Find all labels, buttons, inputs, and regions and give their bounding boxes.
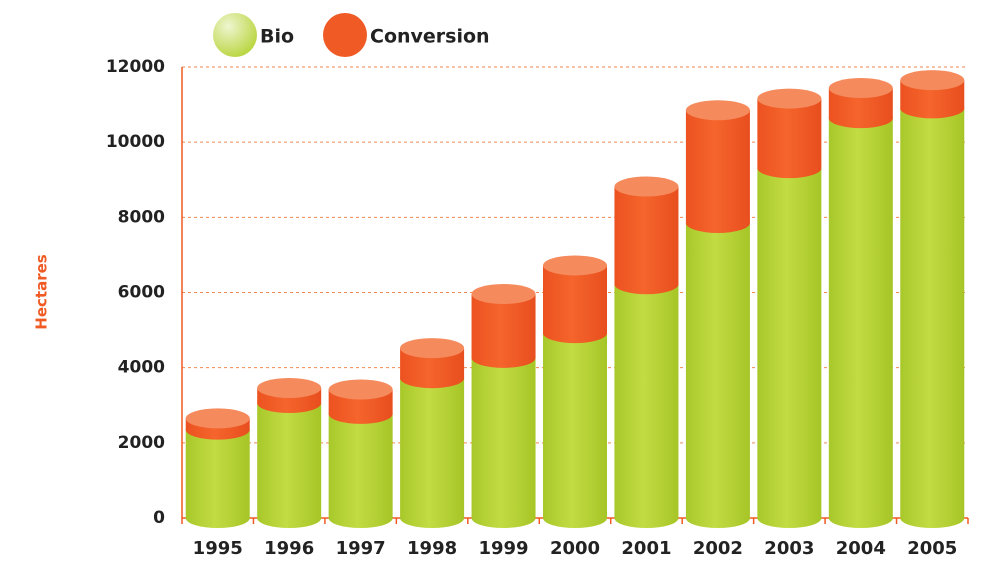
bar-segment bbox=[757, 168, 822, 528]
x-tick-label: 2003 bbox=[764, 538, 814, 559]
segment-body bbox=[685, 222, 750, 519]
bar-segment bbox=[614, 284, 679, 528]
bar-segment bbox=[828, 118, 893, 528]
segment-bottom bbox=[257, 392, 322, 413]
bar-segment bbox=[614, 186, 679, 295]
bar-segment bbox=[471, 357, 536, 528]
bar-segment bbox=[685, 110, 750, 233]
segment-bottom bbox=[400, 508, 465, 528]
segment-bottom bbox=[828, 108, 893, 129]
segment-body bbox=[685, 110, 750, 223]
legend-swatch bbox=[213, 13, 257, 57]
x-tick-label: 1996 bbox=[264, 538, 314, 559]
bar-top bbox=[185, 408, 250, 429]
y-axis-label: Hectares bbox=[33, 254, 51, 329]
segment-body bbox=[757, 168, 822, 518]
y-tick-label: 8000 bbox=[118, 207, 165, 227]
segment-body bbox=[614, 284, 679, 518]
bar-segment bbox=[900, 108, 965, 528]
bar-segment bbox=[543, 265, 607, 344]
segment-bottom bbox=[328, 403, 393, 424]
x-tick-label: 1998 bbox=[407, 538, 457, 559]
segment-body bbox=[614, 186, 679, 285]
segment-bottom bbox=[543, 508, 607, 528]
x-tick-label: 1999 bbox=[478, 538, 528, 559]
x-tick-label: 2004 bbox=[836, 538, 886, 559]
bar-segment bbox=[257, 402, 322, 528]
legend-label: Bio bbox=[260, 26, 294, 48]
segment-body bbox=[257, 402, 322, 518]
x-tick-label: 2000 bbox=[550, 538, 600, 559]
segment-body bbox=[471, 357, 536, 518]
segment-body bbox=[757, 98, 822, 169]
x-tick-label: 2005 bbox=[907, 538, 957, 559]
legend-label: Conversion bbox=[370, 26, 490, 48]
segment-bottom bbox=[328, 508, 393, 528]
bar-top bbox=[757, 88, 822, 109]
segment-bottom bbox=[900, 98, 965, 119]
bar-top bbox=[543, 255, 607, 276]
bar-top bbox=[328, 379, 393, 400]
segment-bottom bbox=[685, 212, 750, 233]
segment-bottom bbox=[400, 368, 465, 389]
segment-body bbox=[185, 429, 250, 518]
bar-segment bbox=[757, 98, 822, 179]
segment-body bbox=[328, 413, 393, 518]
y-tick-label: 6000 bbox=[118, 283, 165, 303]
x-tick-label: 1995 bbox=[193, 538, 243, 559]
bar-segment bbox=[471, 294, 536, 368]
bar-segment bbox=[543, 333, 607, 528]
x-tick-label: 1997 bbox=[336, 538, 386, 559]
segment-bottom bbox=[471, 347, 536, 368]
x-tick-label: 2002 bbox=[693, 538, 743, 559]
x-tick-label: 2001 bbox=[621, 538, 671, 559]
segment-bottom bbox=[257, 508, 322, 528]
segment-body bbox=[400, 378, 465, 518]
y-tick-label: 4000 bbox=[118, 358, 165, 378]
bar-top bbox=[900, 70, 965, 91]
segment-bottom bbox=[685, 508, 750, 528]
bar-top bbox=[828, 78, 893, 99]
segment-body bbox=[471, 294, 536, 358]
segment-bottom bbox=[471, 508, 536, 528]
y-tick-label: 0 bbox=[153, 508, 165, 528]
bar-top bbox=[471, 284, 536, 305]
bar-top bbox=[400, 338, 465, 359]
bar-top bbox=[257, 377, 322, 398]
y-tick-label: 2000 bbox=[118, 433, 165, 453]
y-tick-label: 12000 bbox=[106, 57, 165, 77]
segment-bottom bbox=[185, 508, 250, 528]
bar-segment bbox=[400, 378, 465, 528]
segment-body bbox=[543, 265, 607, 334]
bar-segment bbox=[900, 80, 965, 119]
segment-bottom bbox=[543, 323, 607, 344]
bar-segment bbox=[685, 222, 750, 528]
segment-bottom bbox=[900, 508, 965, 528]
segment-body bbox=[543, 333, 607, 518]
segment-bottom bbox=[757, 158, 822, 179]
segment-body bbox=[900, 108, 965, 518]
bar-segment bbox=[328, 413, 393, 528]
segment-bottom bbox=[614, 274, 679, 295]
y-tick-label: 10000 bbox=[106, 132, 165, 152]
segment-bottom bbox=[614, 508, 679, 528]
bar-top bbox=[614, 176, 679, 197]
legend-swatch bbox=[323, 13, 367, 57]
segment-body bbox=[828, 118, 893, 518]
bar-segment bbox=[185, 429, 250, 528]
bar-top bbox=[685, 100, 750, 121]
segment-bottom bbox=[828, 508, 893, 528]
segment-bottom bbox=[757, 508, 822, 528]
